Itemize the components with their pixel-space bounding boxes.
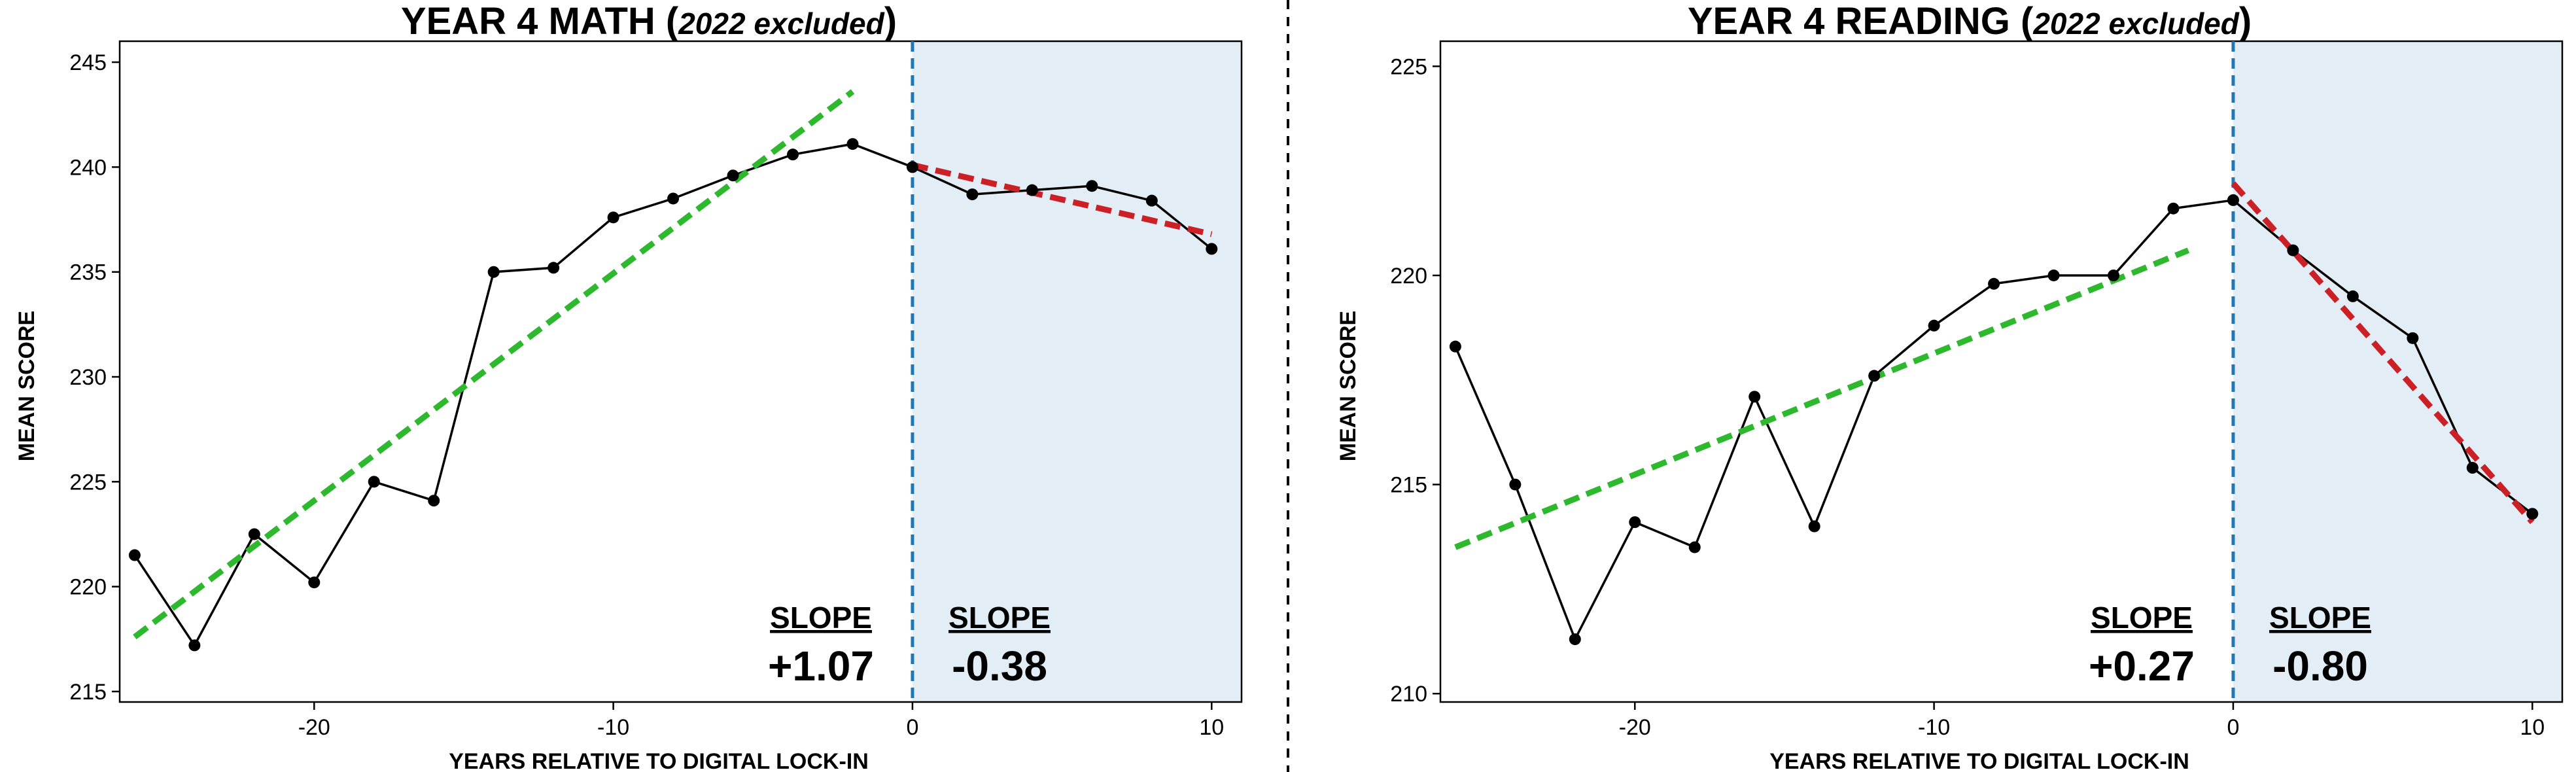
y-tick-label: 220 bbox=[69, 575, 107, 600]
pre-trend-line bbox=[133, 89, 855, 640]
plot-area: 215 220 225 230 235 240 245 -20 -10 0 10 bbox=[69, 40, 1243, 740]
pre-trend-line bbox=[1454, 247, 2190, 550]
data-point bbox=[906, 161, 918, 173]
data-point bbox=[2407, 332, 2419, 344]
x-axis-label: YEARS RELATIVE TO DIGITAL LOCK-IN bbox=[449, 749, 869, 772]
axes-frame bbox=[118, 40, 1243, 703]
y-axis-label: MEAN SCORE bbox=[14, 311, 39, 461]
y-tick-label: 240 bbox=[69, 155, 107, 180]
x-tick-label: -20 bbox=[298, 715, 330, 740]
data-point bbox=[1206, 243, 1218, 255]
slope-pre-value: +1.07 bbox=[768, 642, 874, 690]
x-tick-label: -10 bbox=[597, 715, 629, 740]
post-trend-line bbox=[2231, 181, 2535, 525]
post-period-shade bbox=[912, 41, 1242, 702]
data-point bbox=[1928, 319, 1940, 332]
y-tick-label: 230 bbox=[69, 365, 107, 390]
data-point bbox=[428, 495, 440, 507]
data-point bbox=[1808, 520, 1820, 533]
data-point bbox=[2526, 508, 2539, 520]
data-point bbox=[1086, 180, 1098, 192]
y-tick-label: 235 bbox=[69, 260, 107, 285]
x-tick-label: 10 bbox=[2520, 715, 2545, 740]
y-axis-label: MEAN SCORE bbox=[1336, 311, 1361, 461]
data-point bbox=[2287, 244, 2299, 256]
slope-post-value: -0.38 bbox=[952, 642, 1047, 690]
data-point bbox=[368, 476, 380, 488]
slope-pre-heading: SLOPE bbox=[770, 601, 872, 635]
data-point bbox=[1688, 541, 1701, 553]
data-point bbox=[1868, 370, 1881, 382]
axes-frame bbox=[1439, 40, 2564, 703]
chart-title: YEAR 4 MATH (2022 excluded) bbox=[401, 0, 897, 43]
data-point bbox=[1569, 633, 1581, 646]
y-tick-label: 225 bbox=[1390, 54, 1427, 79]
y-tick-label: 215 bbox=[1390, 473, 1427, 498]
y-tick-label: 210 bbox=[1390, 682, 1427, 707]
reading-chart: 210 215 220 225 -20 -10 0 10 YEAR 4 READING (20… bbox=[1336, 0, 2564, 772]
x-tick-label: 10 bbox=[1199, 715, 1224, 740]
data-point bbox=[1026, 184, 1038, 196]
data-point bbox=[2466, 462, 2479, 474]
x-tick-label: -20 bbox=[1619, 715, 1651, 740]
math-chart: 215 220 225 230 235 240 245 -20 -10 0 10 YEAR 4 MA… bbox=[14, 0, 1243, 772]
data-point bbox=[787, 149, 799, 161]
data-point bbox=[2167, 202, 2180, 215]
post-trend-line bbox=[911, 162, 1213, 237]
data-point bbox=[487, 266, 500, 278]
x-tick-label: 0 bbox=[906, 715, 918, 740]
slope-post-heading: SLOPE bbox=[949, 601, 1051, 635]
data-point bbox=[667, 192, 680, 205]
data-point bbox=[1988, 277, 2000, 290]
data-point bbox=[1749, 391, 1761, 403]
data-point bbox=[248, 528, 260, 540]
data-point bbox=[2108, 269, 2119, 281]
y-tick-label: 215 bbox=[69, 680, 107, 705]
data-point bbox=[1509, 478, 1522, 491]
data-point bbox=[607, 211, 619, 224]
data-point bbox=[846, 138, 859, 150]
data-point bbox=[2047, 269, 2060, 281]
data-point bbox=[548, 262, 560, 274]
data-point bbox=[188, 639, 201, 652]
data-point bbox=[1629, 516, 1641, 529]
slope-pre-value: +0.27 bbox=[2089, 642, 2195, 690]
data-point bbox=[1449, 340, 1461, 353]
data-point bbox=[308, 576, 321, 589]
chart-title: YEAR 4 READING (2022 excluded) bbox=[1688, 0, 2252, 43]
data-point bbox=[2346, 290, 2359, 302]
x-tick-label: 0 bbox=[2227, 715, 2239, 740]
plot-area: 210 215 220 225 -20 -10 0 10 bbox=[1390, 40, 2564, 740]
x-tick-label: -10 bbox=[1918, 715, 1950, 740]
slope-post-value: -0.80 bbox=[2272, 642, 2368, 690]
data-point bbox=[1145, 194, 1158, 207]
data-point bbox=[727, 169, 739, 182]
slope-post-heading: SLOPE bbox=[2269, 601, 2371, 635]
x-axis-label: YEARS RELATIVE TO DIGITAL LOCK-IN bbox=[1769, 749, 2189, 772]
y-tick-label: 245 bbox=[69, 50, 107, 75]
slope-pre-heading: SLOPE bbox=[2091, 601, 2193, 635]
data-point bbox=[128, 549, 141, 561]
y-tick-label: 225 bbox=[69, 470, 107, 495]
data-point bbox=[966, 188, 979, 201]
y-tick-label: 220 bbox=[1390, 264, 1427, 289]
data-point bbox=[2227, 194, 2239, 206]
